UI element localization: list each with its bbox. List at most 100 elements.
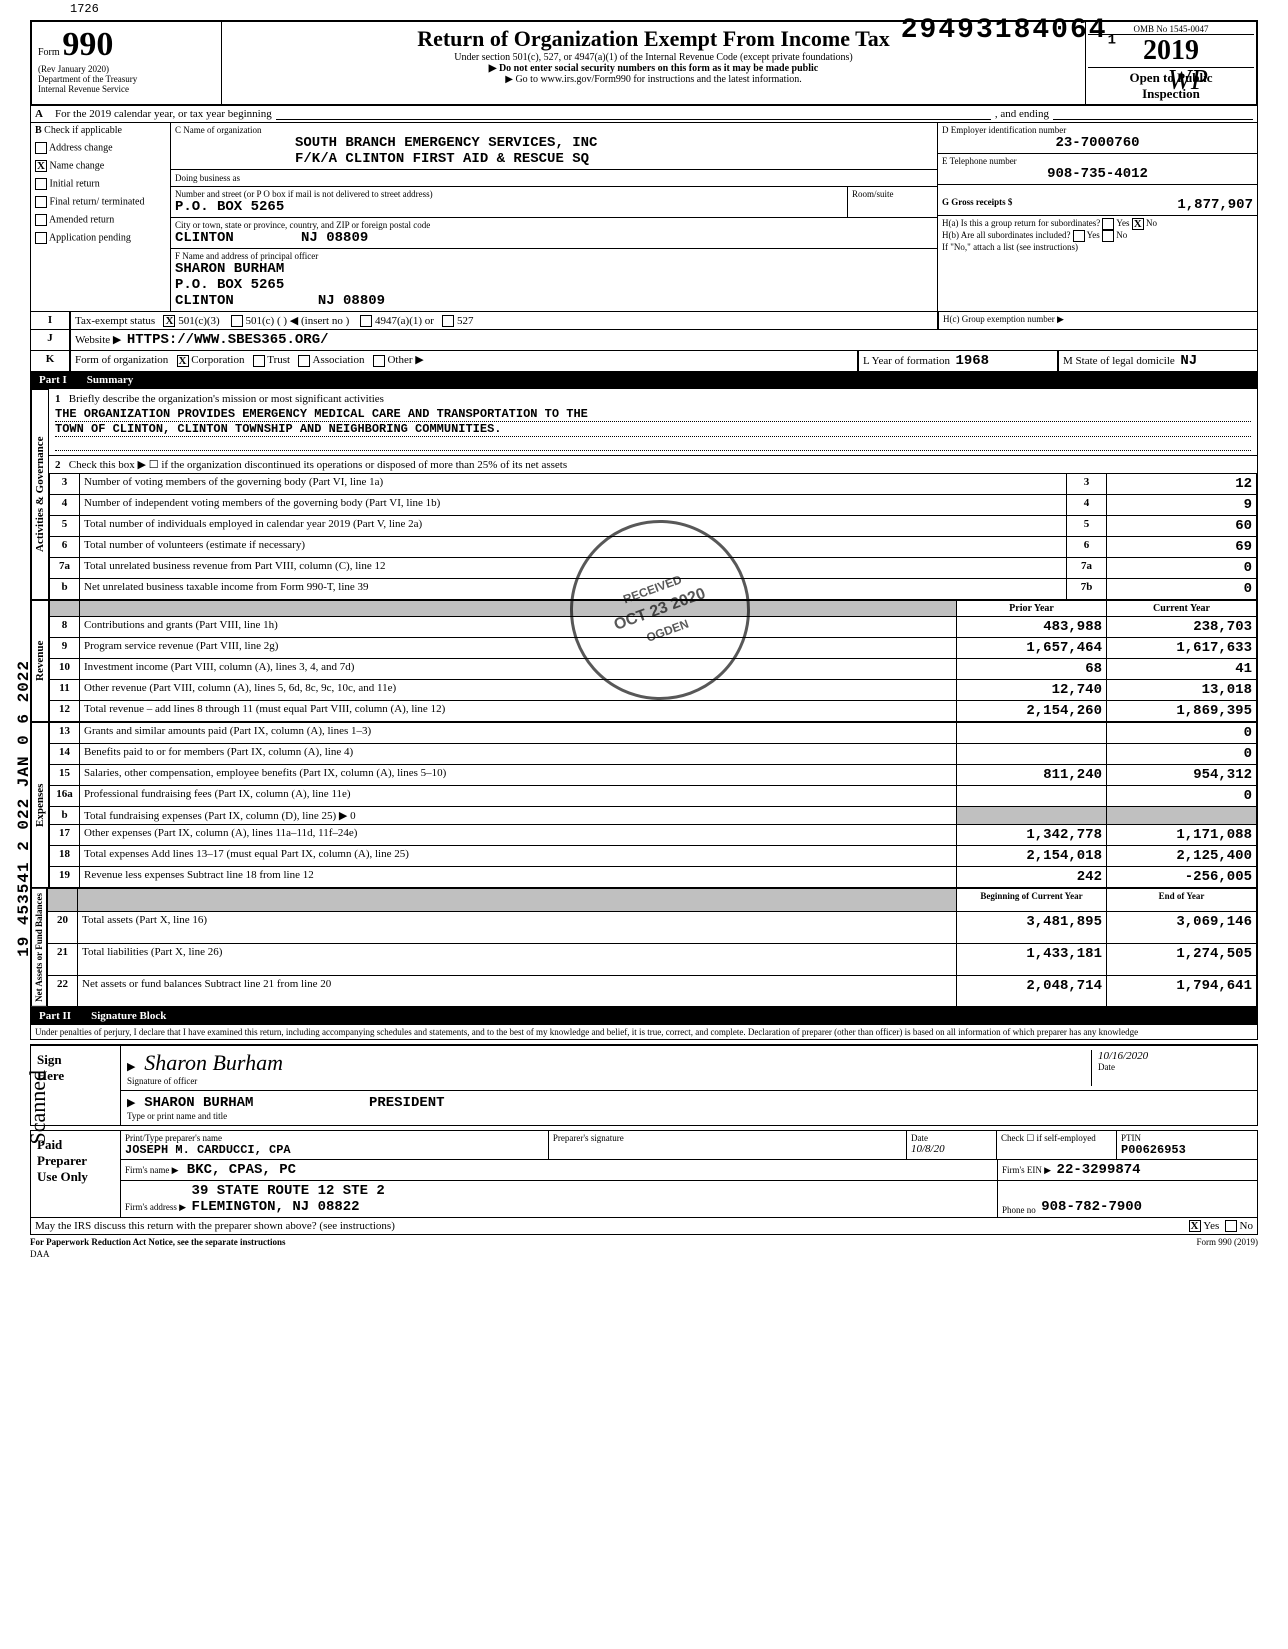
prep-name-label: Print/Type preparer's name xyxy=(125,1133,544,1143)
telephone: 908-735-4012 xyxy=(942,166,1253,182)
line-value: 60 xyxy=(1107,516,1257,537)
line-a-end-blank[interactable] xyxy=(1053,108,1253,120)
line-num: b xyxy=(50,807,80,825)
table-row: 13Grants and similar amounts paid (Part … xyxy=(50,723,1257,744)
box-g-label: G Gross receipts $ xyxy=(942,197,1012,213)
section-bcdefg: B Check if applicable Address change Nam… xyxy=(30,123,1258,312)
line-num: 5 xyxy=(50,516,80,537)
lbl-corp: Corporation xyxy=(191,354,244,366)
box-k-label: Form of organization xyxy=(75,354,168,366)
col-prior: Prior Year xyxy=(957,601,1107,617)
chk-app-pending[interactable] xyxy=(35,232,47,244)
chk-501c3[interactable] xyxy=(163,315,175,327)
line-num: b xyxy=(50,579,80,600)
table-row: bTotal fundraising expenses (Part IX, co… xyxy=(50,807,1257,825)
chk-discuss-yes[interactable] xyxy=(1189,1220,1201,1232)
ptin-label: PTIN xyxy=(1121,1133,1253,1143)
org-city: CLINTON xyxy=(175,230,234,246)
mission-line-1: THE ORGANIZATION PROVIDES EMERGENCY MEDI… xyxy=(55,407,1251,422)
line-num: 19 xyxy=(50,867,80,888)
phone-label: Phone no xyxy=(1002,1205,1036,1215)
firm-ein: 22-3299874 xyxy=(1057,1162,1141,1178)
line-desc: Number of independent voting members of … xyxy=(80,495,1067,516)
table-row: 4Number of independent voting members of… xyxy=(50,495,1257,516)
current-value: 2,125,400 xyxy=(1107,846,1257,867)
city-label: City or town, state or province, country… xyxy=(175,220,933,230)
chk-other[interactable] xyxy=(373,355,385,367)
preparer-date: 10/8/20 xyxy=(911,1143,992,1155)
line-num: 12 xyxy=(50,701,80,722)
lbl-amended: Amended return xyxy=(49,214,114,225)
chk-final-return[interactable] xyxy=(35,196,47,208)
balances-block: Net Assets or Fund Balances Beginning of… xyxy=(30,888,1258,1008)
expenses-block: Expenses 13Grants and similar amounts pa… xyxy=(30,722,1258,888)
firm-name-label: Firm's name ▶ xyxy=(125,1165,179,1175)
chk-ha-yes[interactable] xyxy=(1102,218,1114,230)
chk-501c[interactable] xyxy=(231,315,243,327)
chk-name-change[interactable] xyxy=(35,160,47,172)
subtitle-2: ▶ Do not enter social security numbers o… xyxy=(226,63,1081,74)
box-f-label: F Name and address of principal officer xyxy=(175,251,933,261)
prior-value xyxy=(957,744,1107,765)
table-row: 14Benefits paid to or for members (Part … xyxy=(50,744,1257,765)
chk-address-change[interactable] xyxy=(35,142,47,154)
line-a-begin-blank[interactable] xyxy=(276,108,991,120)
current-value: 238,703 xyxy=(1107,617,1257,638)
line-desc: Total unrelated business revenue from Pa… xyxy=(80,558,1067,579)
firm-addr-2: FLEMINGTON, NJ 08822 xyxy=(192,1199,360,1215)
current-value: 0 xyxy=(1107,723,1257,744)
table-row: 19Revenue less expenses Subtract line 18… xyxy=(50,867,1257,888)
line-num: 17 xyxy=(50,825,80,846)
chk-trust[interactable] xyxy=(253,355,265,367)
table-row: 11Other revenue (Part VIII, column (A), … xyxy=(50,680,1257,701)
chk-527[interactable] xyxy=(442,315,454,327)
form-footer: Form 990 (2019) xyxy=(1197,1237,1259,1247)
chk-amended[interactable] xyxy=(35,214,47,226)
firm-phone: 908-782-7900 xyxy=(1041,1199,1142,1215)
line-num: 11 xyxy=(50,680,80,701)
initials-handwritten: WP xyxy=(1168,65,1208,97)
chk-hb-yes[interactable] xyxy=(1073,230,1085,242)
line-desc: Net assets or fund balances Subtract lin… xyxy=(78,975,957,1007)
firm-addr-label: Firm's address ▶ xyxy=(125,1202,186,1212)
line-box: 7b xyxy=(1067,579,1107,600)
line-num: 8 xyxy=(50,617,80,638)
line-a-letter: A xyxy=(35,108,55,120)
part-i-header: Part I Summary xyxy=(30,372,1258,389)
line-desc: Professional fundraising fees (Part IX, … xyxy=(80,786,957,807)
box-j-label: Website ▶ xyxy=(75,334,121,346)
chk-hb-no[interactable] xyxy=(1102,230,1114,242)
part-i-body: Activities & Governance 1 Briefly descri… xyxy=(30,389,1258,600)
discuss-row: May the IRS discuss this return with the… xyxy=(30,1218,1258,1235)
org-name-2: F/K/A CLINTON FIRST AID & RESCUE SQ xyxy=(175,151,933,167)
table-row: 8Contributions and grants (Part VIII, li… xyxy=(50,617,1257,638)
prior-value xyxy=(957,786,1107,807)
lbl-501c: 501(c) ( ) ◀ (insert no ) xyxy=(245,315,349,327)
firm-ein-label: Firm's EIN ▶ xyxy=(1002,1165,1051,1175)
firm-name: BKC, CPAS, PC xyxy=(187,1162,296,1178)
dln-number: 29493184064 xyxy=(901,15,1108,46)
box-b-label: Check if applicable xyxy=(44,125,122,136)
paid-preparer-block: Paid Preparer Use Only Print/Type prepar… xyxy=(30,1130,1258,1218)
end-value: 1,274,505 xyxy=(1107,943,1257,975)
lbl-app-pending: Application pending xyxy=(49,232,131,243)
form-revision: (Rev January 2020) xyxy=(38,64,215,74)
line-box: 3 xyxy=(1067,474,1107,495)
box-hc: H(c) Group exemption number ▶ xyxy=(938,312,1258,330)
chk-4947[interactable] xyxy=(360,315,372,327)
line-2-text: Check this box ▶ ☐ if the organization d… xyxy=(69,459,567,471)
chk-corp[interactable] xyxy=(177,355,189,367)
signature-date: 10/16/2020 xyxy=(1098,1050,1148,1062)
chk-initial-return[interactable] xyxy=(35,178,47,190)
prior-value xyxy=(957,807,1107,825)
prior-value: 242 xyxy=(957,867,1107,888)
website-url: HTTPS://WWW.SBES365.ORG/ xyxy=(127,332,329,348)
chk-discuss-no[interactable] xyxy=(1225,1220,1237,1232)
table-row: 16aProfessional fundraising fees (Part I… xyxy=(50,786,1257,807)
chk-ha-no[interactable] xyxy=(1132,218,1144,230)
officer-state-zip: NJ 08809 xyxy=(318,293,385,309)
box-d-label: D Employer identification number xyxy=(942,125,1253,135)
line-desc: Total number of volunteers (estimate if … xyxy=(80,537,1067,558)
chk-assoc[interactable] xyxy=(298,355,310,367)
line-box: 5 xyxy=(1067,516,1107,537)
